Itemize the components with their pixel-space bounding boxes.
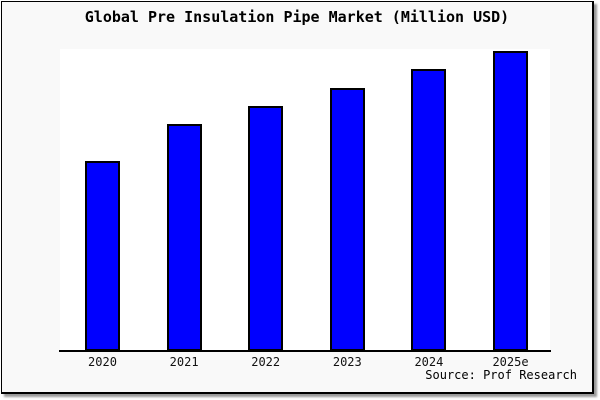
x-tick-label-2021: 2021 [169,355,199,369]
chart-card: Global Pre Insulation Pipe Market (Milli… [1,1,594,394]
bar-2020 [85,161,120,351]
bar-2025e [493,51,528,351]
x-axis-line [59,350,551,352]
source-text: Source: Prof Research [425,368,577,382]
x-tick-label-2025e: 2025e [492,355,529,369]
chart-title: Global Pre Insulation Pipe Market (Milli… [84,8,510,26]
x-tick-label-2022: 2022 [251,355,281,369]
bar-2021 [166,124,202,351]
bar-2022 [248,106,284,351]
x-axis-labels: 2020 2021 2022 2023 2024 2025e [60,355,550,371]
plot-area [59,49,551,352]
x-tick-label-2023: 2023 [332,355,362,369]
bar-2024 [411,69,447,351]
x-tick-label-2020: 2020 [88,355,117,369]
x-tick-label-2024: 2024 [414,355,444,369]
bar-2023 [329,88,365,351]
